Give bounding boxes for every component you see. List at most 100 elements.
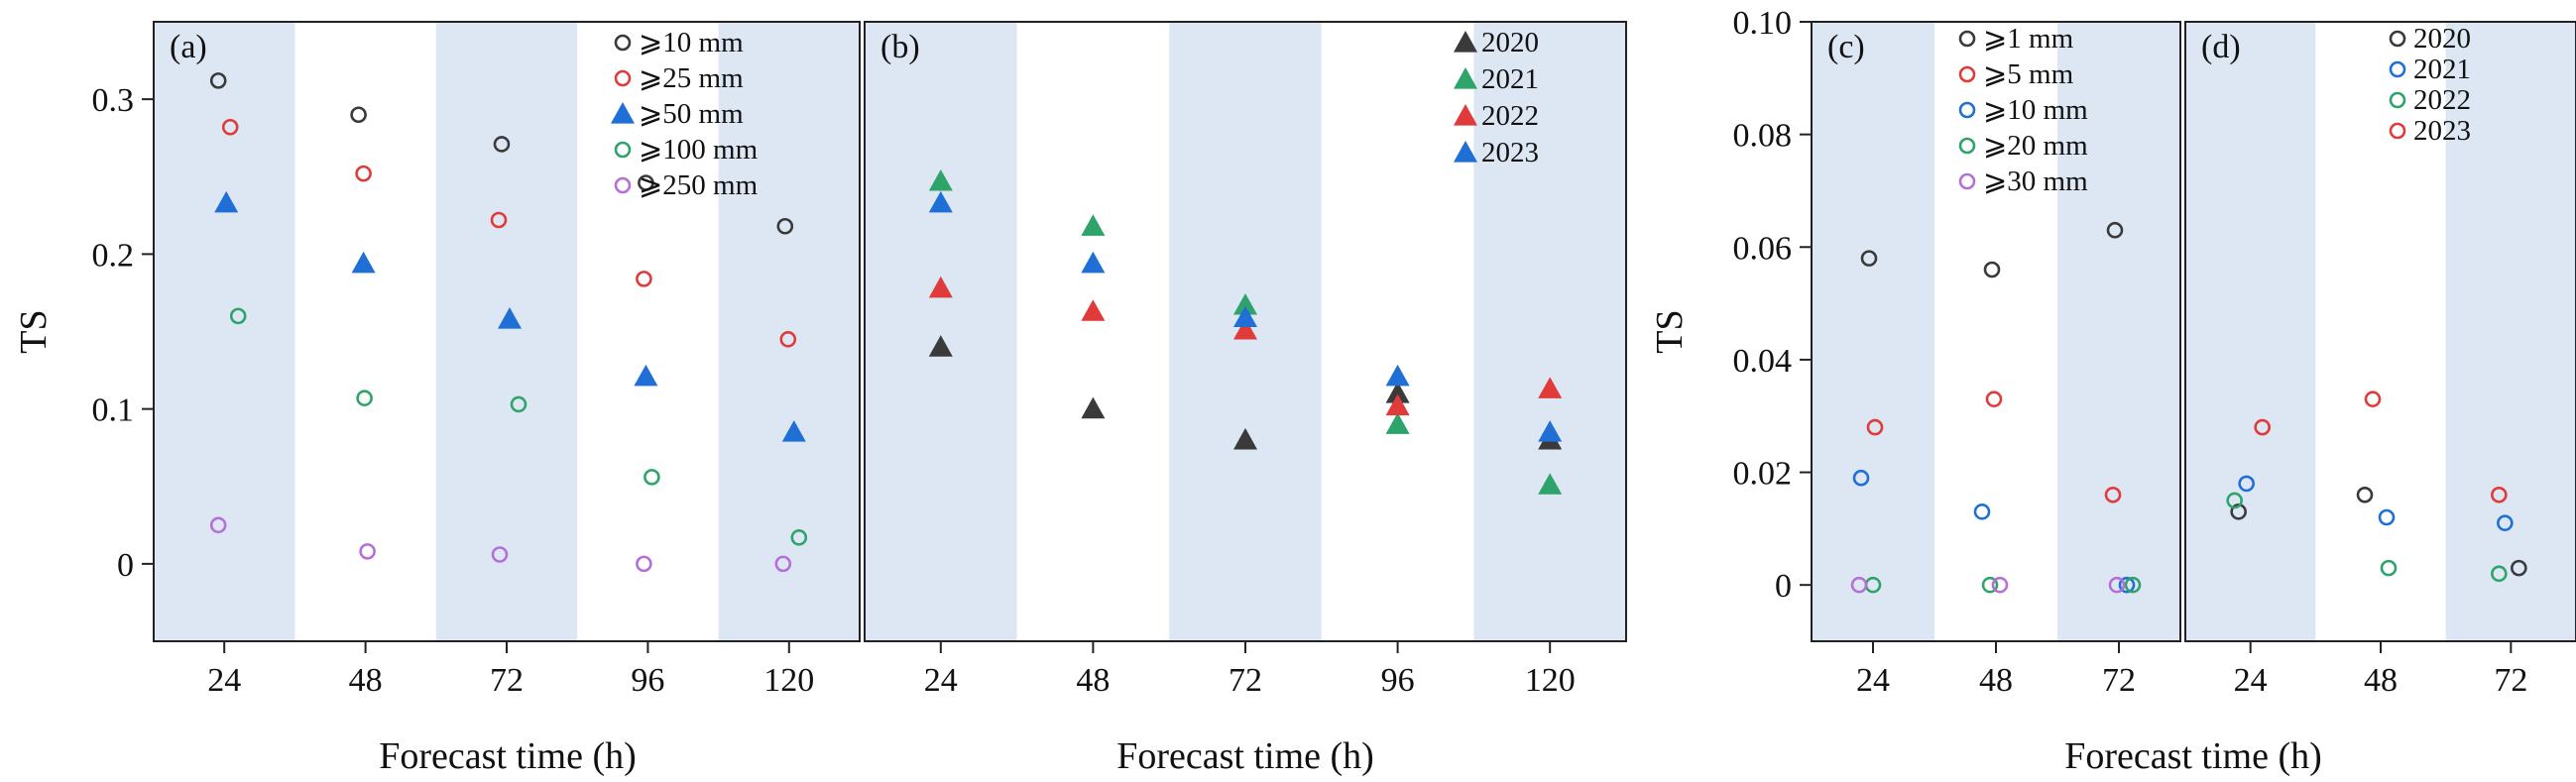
data-point — [2491, 565, 2508, 583]
data-point — [2497, 514, 2514, 531]
data-point — [491, 546, 509, 563]
data-point — [1866, 418, 1884, 436]
legend-marker — [1454, 104, 1477, 126]
data-point — [1081, 251, 1106, 274]
legend-label: ⩾50 mm — [639, 98, 744, 130]
data-point — [498, 307, 522, 329]
data-point — [1973, 503, 1991, 520]
legend-marker — [1454, 67, 1477, 89]
data-point — [1852, 469, 1870, 487]
data-point — [1385, 382, 1410, 403]
data-point — [2380, 559, 2398, 577]
data-point — [1081, 299, 1106, 321]
shaded-band — [435, 22, 578, 641]
panel-d: 24 48 72 Forecast time (h) (d) 20202021202220… — [2064, 21, 2576, 777]
x-tick-label: 48 — [2364, 662, 2398, 699]
x-tick-label: 120 — [1525, 662, 1576, 699]
data-point — [1385, 412, 1410, 434]
legend-label: ⩾30 mm — [1983, 166, 2088, 197]
legend-marker — [1958, 137, 1976, 155]
data-point — [928, 335, 953, 357]
data-point — [2118, 576, 2136, 594]
data-point — [350, 106, 367, 124]
legend-marker — [1958, 30, 1976, 48]
data-point — [1991, 576, 2009, 594]
data-point — [790, 529, 808, 546]
data-point — [214, 190, 239, 213]
legend-label: 2021 — [2413, 54, 2471, 85]
data-point — [2106, 221, 2124, 239]
y-tick-label: 0.2 — [92, 237, 135, 274]
y-tick-label: 0.04 — [1733, 343, 1793, 380]
shaded-band — [1812, 22, 1934, 641]
panel-c: 24 48 72 0 0.02 0.04 0.06 0.08 0.10 TS (c) ⩾1 mm⩾5 … — [1649, 5, 2181, 699]
x-tick-label: 24 — [1856, 662, 1890, 699]
x-tick-label: 48 — [1076, 662, 1110, 699]
data-point — [355, 165, 372, 182]
data-point — [2124, 576, 2142, 594]
series — [209, 72, 794, 235]
legend-label: ⩾10 mm — [639, 27, 744, 58]
data-point — [2238, 475, 2255, 493]
y-axis-title: TS — [13, 309, 55, 353]
data-point — [2254, 418, 2271, 436]
x-tick-label: 72 — [1229, 662, 1262, 699]
data-point — [1538, 420, 1563, 442]
x-tick-label: 72 — [2102, 662, 2136, 699]
panels: 24 48 72 96 120 0 0.1 0.2 0.3 TS Forecast time (h)… — [13, 5, 2576, 777]
data-point — [1981, 576, 1999, 594]
legend-marker — [2389, 60, 2406, 78]
legend-marker — [1958, 101, 1976, 119]
data-point — [2364, 391, 2382, 407]
x-tick-label: 72 — [2494, 662, 2527, 699]
legend-label: ⩾5 mm — [1983, 58, 2074, 90]
legend-marker — [614, 176, 632, 194]
data-point — [2491, 486, 2508, 503]
data-point — [2378, 508, 2396, 526]
legend-marker — [2389, 30, 2406, 48]
y-tick-label: 0 — [117, 547, 134, 584]
series — [928, 276, 1563, 416]
legend-label: 2023 — [1481, 137, 1539, 168]
panel-a: 24 48 72 96 120 0 0.1 0.2 0.3 TS Forecast time (h)… — [13, 21, 861, 777]
series — [2226, 492, 2508, 583]
series — [928, 190, 1563, 442]
y-tick-label: 0.02 — [1733, 456, 1793, 493]
series — [1850, 576, 2126, 594]
legend-label: 2020 — [1481, 27, 1539, 58]
series — [1860, 221, 2124, 279]
shaded-band — [154, 22, 295, 641]
data-point — [1538, 473, 1563, 495]
panel-label: (c) — [1827, 29, 1865, 65]
series — [928, 335, 1563, 450]
legend-label: ⩾100 mm — [639, 134, 759, 166]
data-point — [634, 364, 658, 387]
shaded-band — [2057, 22, 2180, 641]
data-point — [1081, 214, 1106, 236]
x-axis-title: Forecast time (h) — [379, 735, 637, 777]
data-point — [1850, 576, 1868, 594]
legend-marker — [611, 102, 635, 124]
data-point — [229, 307, 247, 325]
data-point — [928, 276, 953, 298]
legend-label: ⩾10 mm — [1983, 94, 2088, 126]
shaded-band — [2185, 22, 2316, 641]
data-point — [781, 420, 806, 442]
series — [221, 118, 797, 348]
x-tick-label: 96 — [631, 662, 664, 699]
legend-marker — [1454, 141, 1477, 163]
shaded-band — [865, 22, 1017, 641]
y-tick-label: 0.10 — [1733, 5, 1793, 42]
data-point — [1233, 292, 1257, 315]
x-axis-title: Forecast time (h) — [2064, 735, 2322, 777]
legend-marker — [614, 34, 632, 52]
series — [928, 168, 1563, 495]
data-point — [1233, 427, 1257, 450]
data-point — [490, 211, 508, 229]
series — [2254, 391, 2508, 503]
data-point — [1860, 250, 1878, 267]
data-point — [2104, 486, 2122, 503]
legend-label: 2023 — [2413, 115, 2471, 147]
data-point — [928, 168, 953, 191]
